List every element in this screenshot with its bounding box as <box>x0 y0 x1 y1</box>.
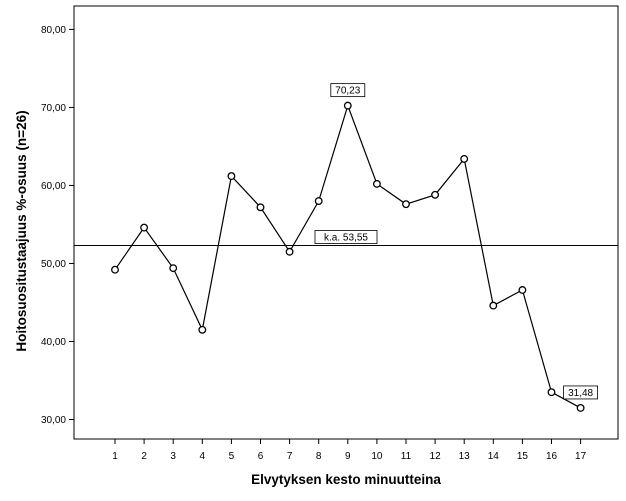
y-axis: 30,00 40,00 50,00 60,00 70,00 80,00 <box>41 25 74 426</box>
x-tick-label: 7 <box>287 451 293 462</box>
data-point <box>198 325 207 334</box>
x-tick-label: 3 <box>170 451 176 462</box>
x-tick-label: 10 <box>371 451 383 462</box>
data-point <box>111 265 119 274</box>
data-point <box>285 247 294 256</box>
y-tick-label: 30,00 <box>41 415 66 426</box>
data-point <box>460 154 469 163</box>
x-tick-label: 17 <box>575 451 587 462</box>
x-tick-label: 6 <box>258 451 264 462</box>
data-point <box>169 264 178 273</box>
x-tick-label: 12 <box>430 451 442 462</box>
x-tick-label: 2 <box>141 451 147 462</box>
y-tick-label: 40,00 <box>41 337 66 348</box>
x-tick-label: 9 <box>345 451 351 462</box>
data-point <box>547 388 556 397</box>
x-axis: 1 2 3 4 5 6 7 8 9 10 11 12 13 14 15 16 17 <box>112 439 587 462</box>
x-tick-label: 16 <box>546 451 558 462</box>
data-point <box>343 101 352 110</box>
x-axis-title: Elvytyksen kesto minuutteina <box>251 472 441 487</box>
mean-label: k.a. 53,55 <box>324 233 368 244</box>
data-point <box>372 179 381 188</box>
x-tick-label: 1 <box>112 451 118 462</box>
series-line-group <box>111 101 585 412</box>
y-tick-label: 80,00 <box>41 25 66 36</box>
y-tick-label: 70,00 <box>41 103 66 114</box>
x-tick-label: 11 <box>401 451 412 462</box>
data-point <box>489 301 498 310</box>
data-point <box>431 190 440 199</box>
y-axis-title: Hoitosuositustaajuus %-osuus (n=26) <box>14 110 29 351</box>
x-tick-label: 5 <box>229 451 235 462</box>
data-point <box>576 403 585 412</box>
x-tick-label: 13 <box>459 451 471 462</box>
point-label-box <box>563 385 598 400</box>
reference-line-group: k.a. 53,55 <box>74 230 618 247</box>
x-tick-label: 14 <box>488 451 500 462</box>
point-labels-group: 70,23 31,48 <box>330 83 598 400</box>
point-label: 70,23 <box>335 86 360 97</box>
mean-label-box <box>314 230 378 244</box>
data-point <box>227 172 236 181</box>
x-tick-label: 4 <box>200 451 206 462</box>
plot-frame <box>73 5 619 440</box>
data-point <box>140 223 149 232</box>
x-tick-label: 15 <box>517 451 529 462</box>
x-tick-label: 8 <box>316 451 322 462</box>
y-tick-label: 50,00 <box>41 259 66 270</box>
data-point <box>256 203 265 212</box>
data-point <box>518 286 527 294</box>
point-label: 31,48 <box>568 388 593 399</box>
y-tick-label: 60,00 <box>41 181 66 192</box>
series-line <box>114 103 581 409</box>
data-point <box>314 197 323 205</box>
data-point <box>402 200 410 209</box>
point-label-box <box>330 83 366 98</box>
